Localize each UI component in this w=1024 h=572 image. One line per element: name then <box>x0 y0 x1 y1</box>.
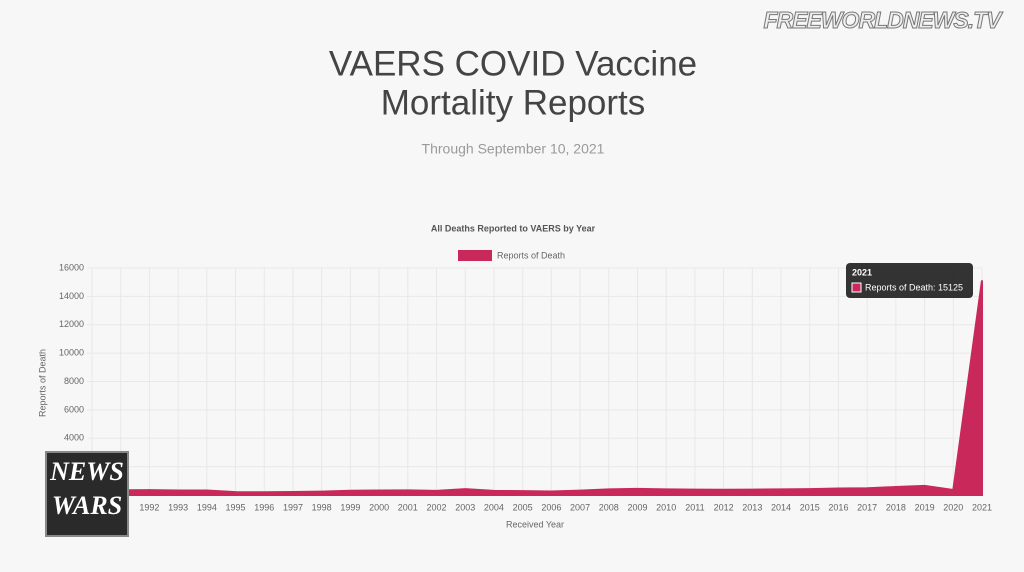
x-tick-label: 1998 <box>312 502 332 512</box>
y-tick-label: 16000 <box>59 262 84 272</box>
plot-area: 0200040006000800010000120001400016000199… <box>59 262 992 512</box>
x-tick-label: 2004 <box>484 502 504 512</box>
x-tick-label: 1999 <box>340 502 360 512</box>
x-tick-label: 2007 <box>570 502 590 512</box>
logo-text: NEWS <box>49 457 124 486</box>
legend-label: Reports of Death <box>497 250 565 260</box>
overlay: Reports of Death 2021 Reports of Death: 15… <box>45 250 973 537</box>
tooltip-label: Reports of Death: 15125 <box>865 282 963 292</box>
x-tick-label: 2020 <box>943 502 963 512</box>
x-tick-label: 2011 <box>685 502 704 512</box>
y-tick-label: 10000 <box>59 348 84 358</box>
page-subtitle: Through September 10, 2021 <box>422 141 605 157</box>
logo-text: WARS <box>52 491 122 520</box>
legend-swatch <box>458 250 492 261</box>
x-tick-label: 2008 <box>599 502 619 512</box>
x-axis-label: Received Year <box>506 519 564 529</box>
x-tick-label: 2012 <box>714 502 734 512</box>
tooltip <box>846 263 973 298</box>
x-tick-label: 1992 <box>139 502 159 512</box>
y-tick-label: 8000 <box>64 376 84 386</box>
x-tick-label: 2015 <box>800 502 820 512</box>
x-tick-label: 2014 <box>771 502 791 512</box>
x-tick-label: 2001 <box>398 502 418 512</box>
y-tick-label: 12000 <box>59 319 84 329</box>
x-tick-label: 2003 <box>455 502 475 512</box>
x-tick-label: 2016 <box>828 502 848 512</box>
x-tick-label: 2013 <box>742 502 762 512</box>
y-axis-label: Reports of Death <box>37 349 47 417</box>
x-tick-label: 2010 <box>656 502 676 512</box>
x-tick-label: 2021 <box>972 502 992 512</box>
x-tick-label: 2005 <box>513 502 533 512</box>
page-title: VAERS COVID Vaccine <box>329 44 697 83</box>
x-tick-label: 2019 <box>915 502 935 512</box>
x-tick-label: 1996 <box>254 502 274 512</box>
x-tick-label: 2017 <box>857 502 877 512</box>
x-tick-label: 1995 <box>226 502 246 512</box>
tooltip-swatch <box>851 282 862 293</box>
area <box>91 280 983 496</box>
x-tick-label: 2000 <box>369 502 389 512</box>
y-tick-label: 4000 <box>64 433 84 443</box>
x-tick-label: 2006 <box>541 502 561 512</box>
tooltip-title: 2021 <box>852 267 872 277</box>
x-tick-label: 1997 <box>283 502 303 512</box>
y-tick-label: 6000 <box>64 404 84 414</box>
x-tick-label: 1994 <box>197 502 217 512</box>
x-tick-label: 1993 <box>168 502 188 512</box>
y-tick-label: 14000 <box>59 291 84 301</box>
watermark: FREEWORLDNEWS.TV <box>764 7 1004 33</box>
page-title: Mortality Reports <box>381 83 646 122</box>
logo-box <box>45 451 129 537</box>
x-tick-label: 2002 <box>427 502 447 512</box>
x-tick-label: 2018 <box>886 502 906 512</box>
x-tick-label: 2009 <box>627 502 647 512</box>
chart-title: All Deaths Reported to VAERS by Year <box>431 223 596 233</box>
